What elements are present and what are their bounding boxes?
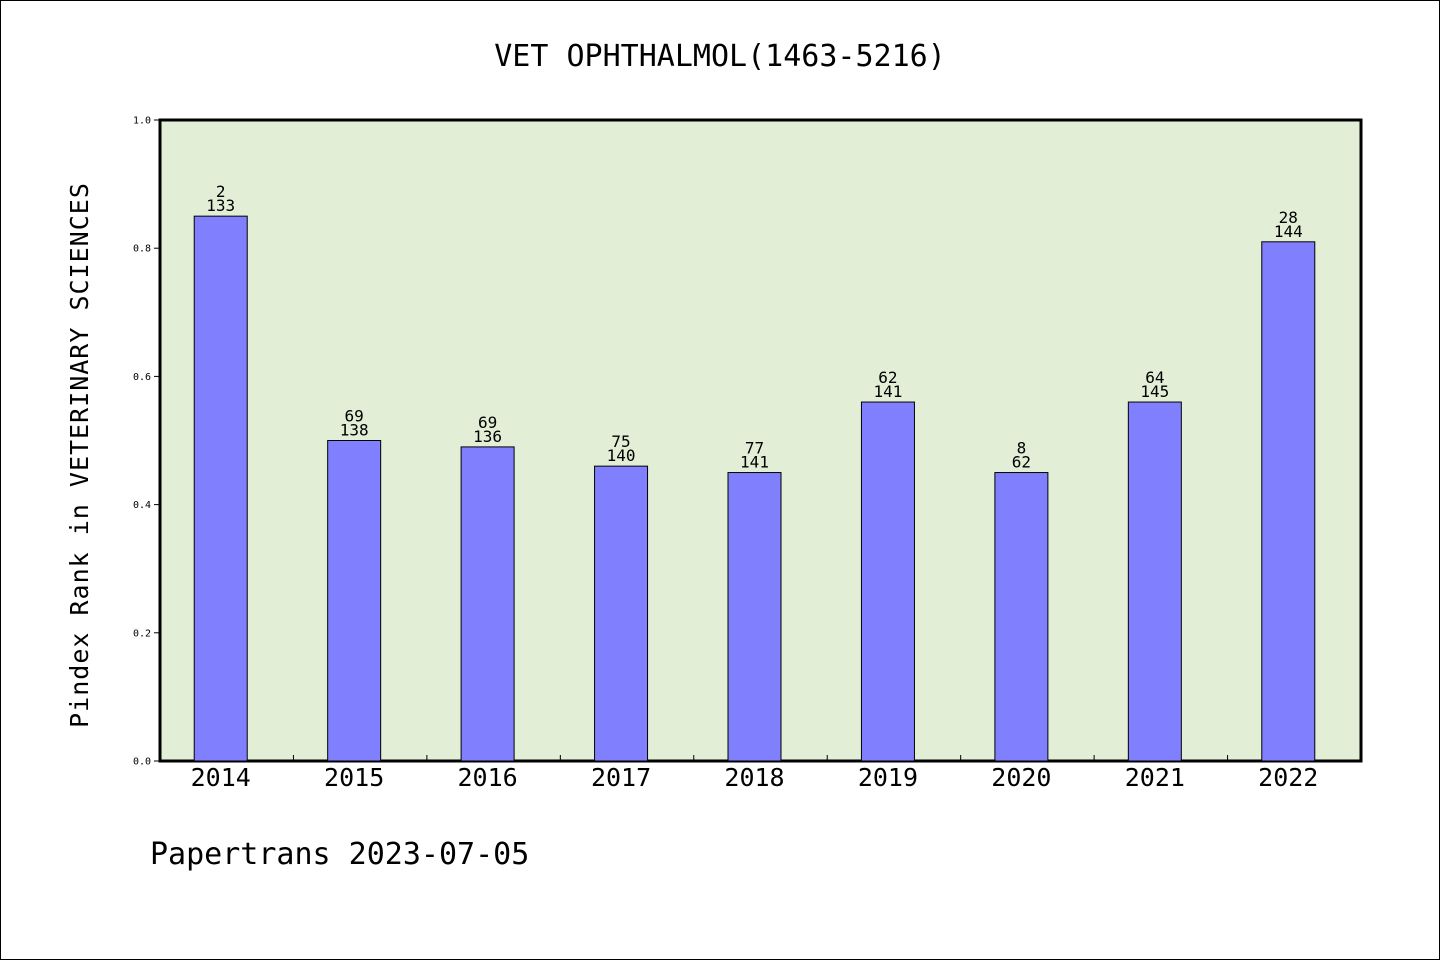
y-tick-label: 0.4 xyxy=(133,500,151,511)
bar-label-bottom: 141 xyxy=(873,382,902,401)
y-tick-label: 0.0 xyxy=(133,757,151,768)
bar-2019 xyxy=(860,401,915,762)
bar-label-top: 8 xyxy=(1017,439,1027,458)
x-tick-label: 2016 xyxy=(458,763,518,792)
footer-credit: Papertrans 2023-07-05 xyxy=(150,837,529,872)
bar-label-top: 2 xyxy=(216,182,226,201)
y-tick-label: 0.6 xyxy=(133,372,151,383)
y-axis-label: Pindex Rank in VETERINARY SCIENCES xyxy=(65,182,94,728)
bar-label-bottom: 133 xyxy=(206,196,235,215)
bar-label-top: 77 xyxy=(745,439,764,458)
bar-label-top: 69 xyxy=(478,413,497,432)
y-tick-label: 0.8 xyxy=(133,244,151,255)
x-tick-label: 2020 xyxy=(991,763,1051,792)
bar-2020 xyxy=(994,472,1049,762)
x-axis: 2014 2015 2016 2017 2018 2019 2020 2021 2022 xyxy=(191,755,1318,792)
bar-2014 xyxy=(193,215,248,762)
bar-2021 xyxy=(1127,401,1182,762)
bar-2016 xyxy=(460,446,515,762)
bar-label-bottom: 62 xyxy=(1012,453,1031,472)
y-tick-label: 1.0 xyxy=(133,116,151,127)
bar-label-bottom: 145 xyxy=(1140,382,1169,401)
x-tick-label: 2018 xyxy=(724,763,784,792)
bar-2017 xyxy=(594,465,649,762)
bar-label-top: 28 xyxy=(1279,208,1298,227)
x-tick-label: 2019 xyxy=(858,763,918,792)
bar-label-bottom: 136 xyxy=(473,427,502,446)
bar-label-bottom: 141 xyxy=(740,453,769,472)
bar-label-bottom: 144 xyxy=(1274,222,1303,241)
x-tick-label: 2017 xyxy=(591,763,651,792)
bar-2018 xyxy=(727,472,782,762)
bar-2015 xyxy=(327,440,382,762)
y-tick-label: 0.2 xyxy=(133,628,151,639)
bar-label-top: 62 xyxy=(878,368,897,387)
bar-label-top: 64 xyxy=(1145,368,1164,387)
bar-2022 xyxy=(1261,241,1316,762)
x-tick-label: 2022 xyxy=(1258,763,1318,792)
bar-label-bottom: 140 xyxy=(607,446,636,465)
y-axis: 0.0 0.2 0.4 0.6 0.8 1.0 xyxy=(133,116,160,768)
x-tick-label: 2015 xyxy=(324,763,384,792)
x-tick-label: 2021 xyxy=(1125,763,1185,792)
bar-label-top: 75 xyxy=(611,432,630,451)
bar-label-top: 69 xyxy=(345,407,364,426)
x-tick-label: 2014 xyxy=(191,763,251,792)
chart-title: VET OPHTHALMOL(1463-5216) xyxy=(494,39,946,74)
bar-label-bottom: 138 xyxy=(340,421,369,440)
